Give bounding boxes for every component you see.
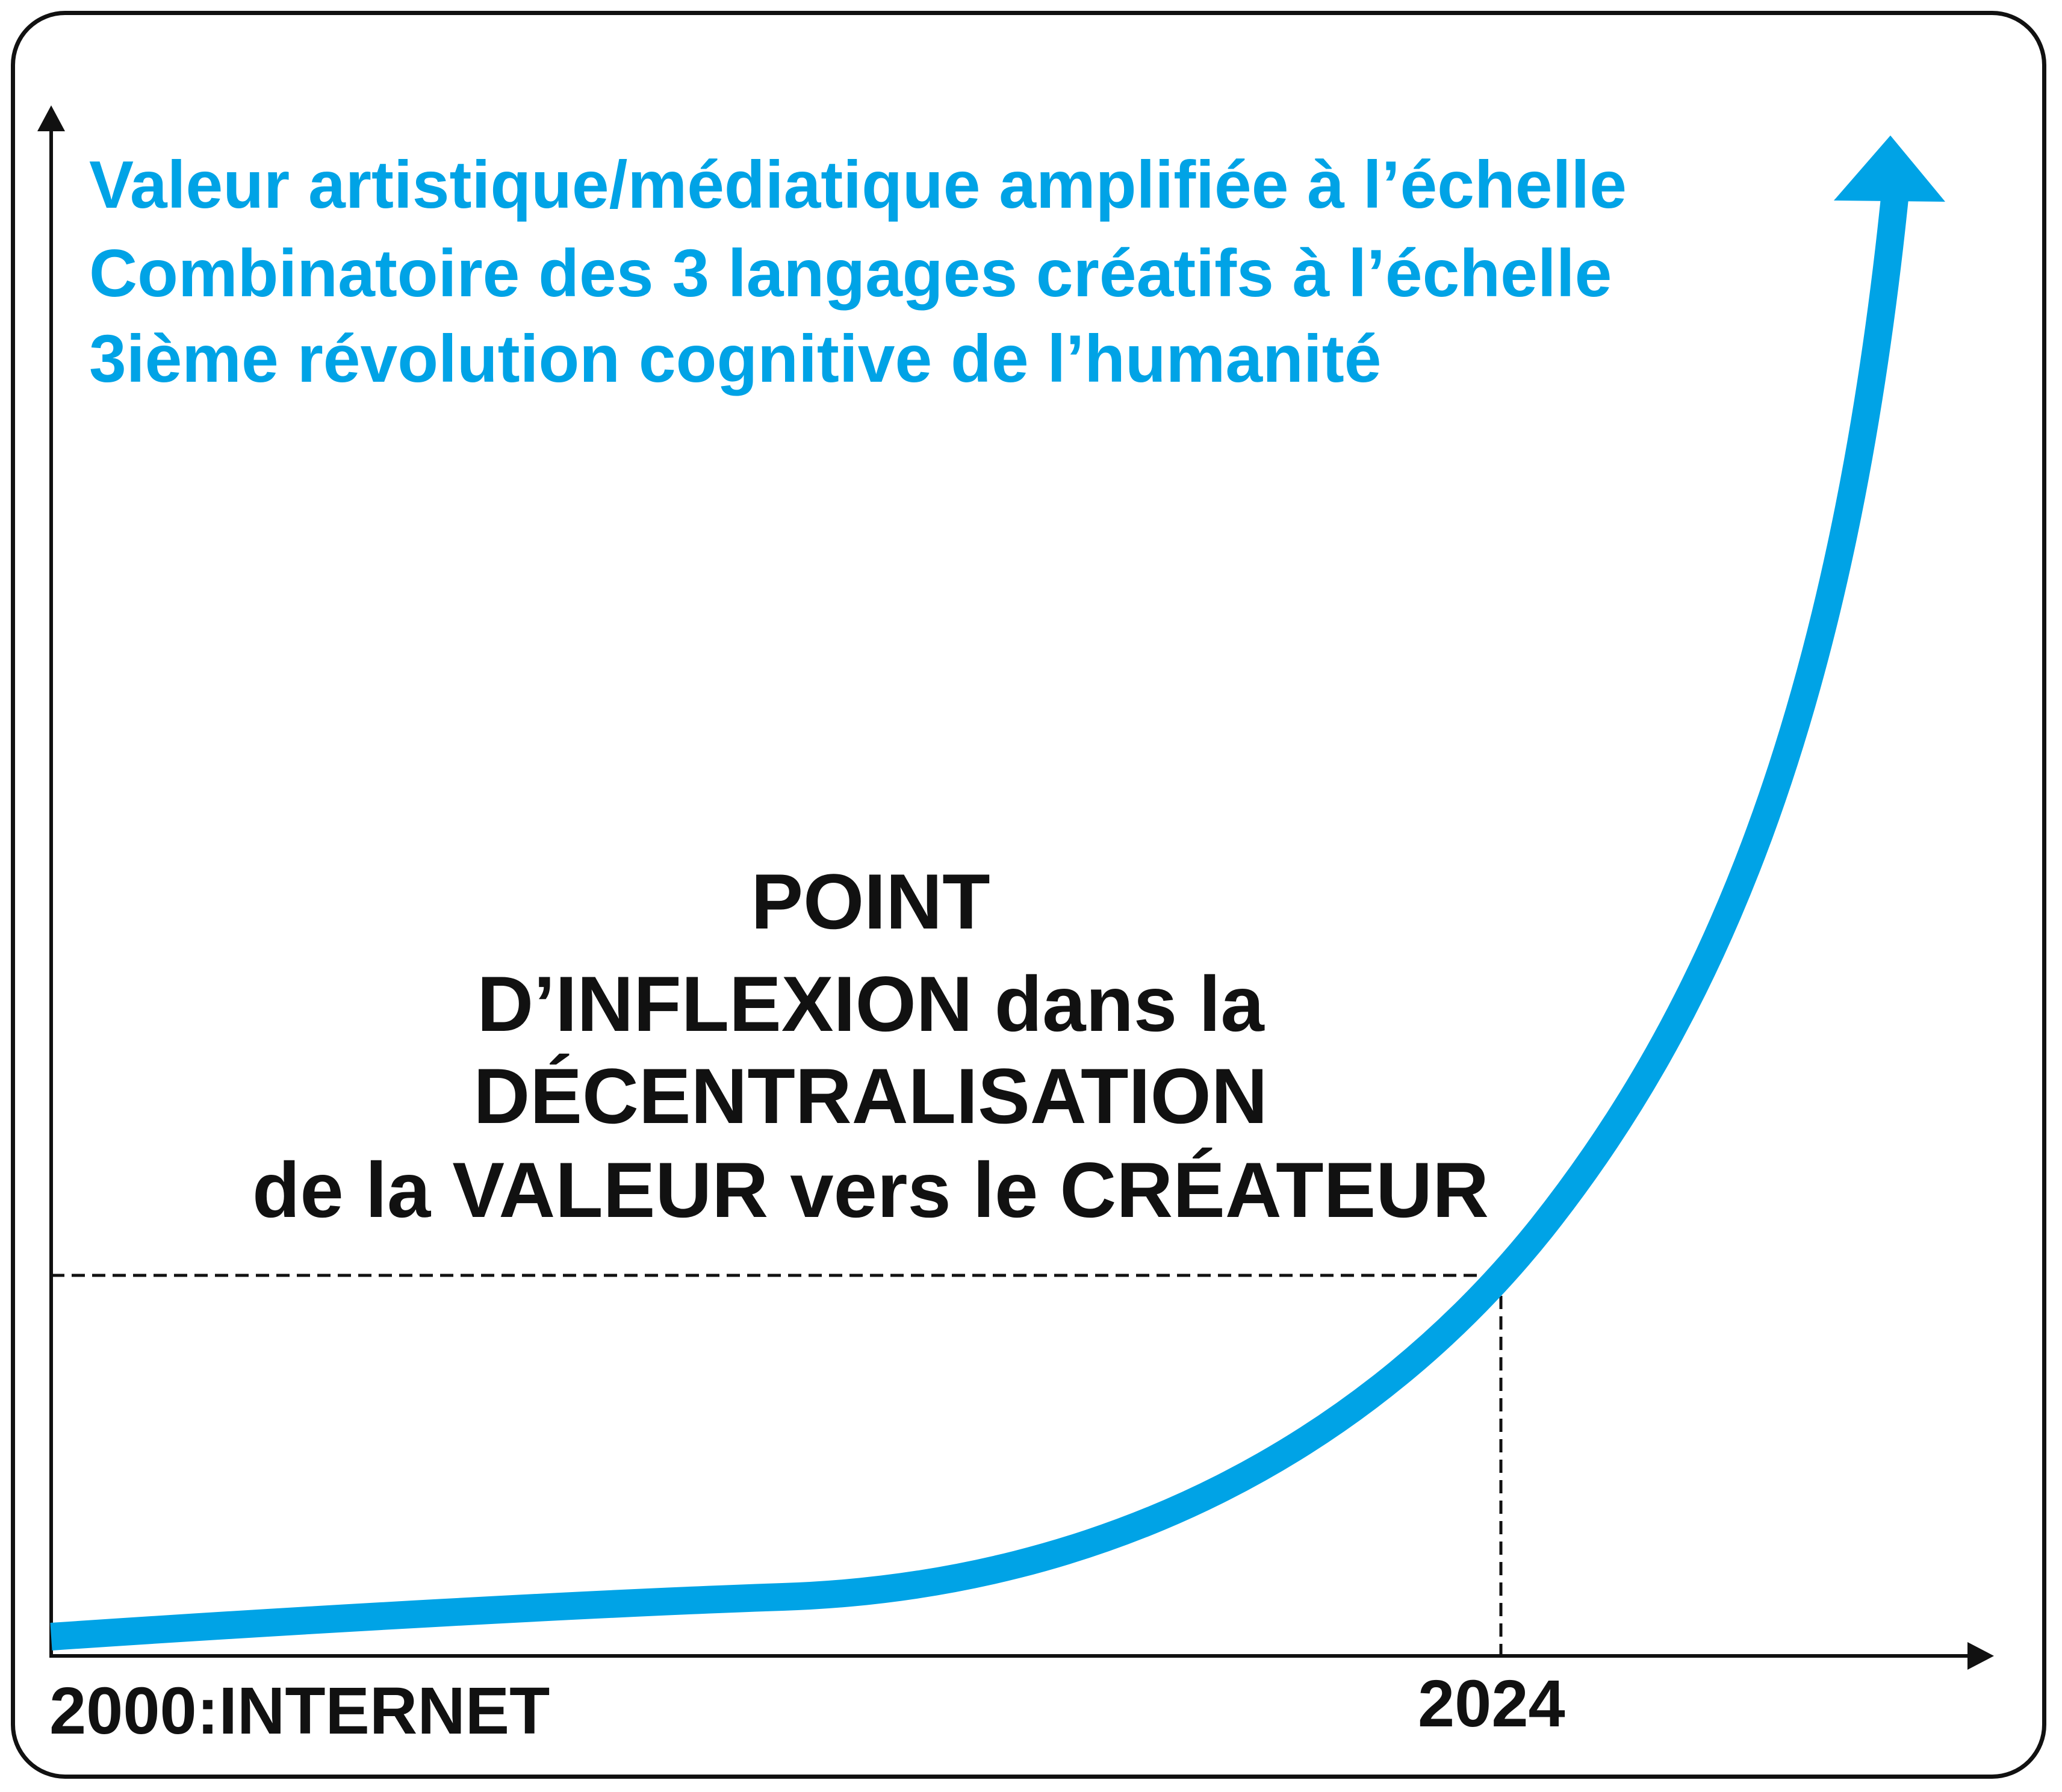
headline-line-1: Valeur artistique/médiatique amplifiée à…: [89, 148, 1627, 222]
x-axis-arrowhead: [1967, 1642, 1994, 1670]
x-axis-marker-label: 2024: [1418, 1667, 1565, 1741]
growth-curve: [50, 179, 1910, 1650]
inflexion-line-1: POINT: [751, 857, 990, 945]
inflexion-line-4: de la VALEUR vers le CRÉATEUR: [252, 1146, 1489, 1234]
diagram-frame: [11, 11, 2046, 1779]
inflexion-line-2: D’INFLEXION dans la: [477, 960, 1264, 1048]
headline-line-3: 3ième révolution cognitive de l’humanité: [89, 322, 1382, 396]
y-axis-arrowhead: [37, 105, 65, 131]
growth-curve-arrowhead: [1834, 135, 1945, 202]
x-axis-start-label: 2000:INTERNET: [49, 1674, 550, 1748]
inflexion-line-3: DÉCENTRALISATION: [473, 1052, 1268, 1140]
headline-line-2: Combinatoire des 3 langages créatifs à l…: [89, 236, 1612, 311]
